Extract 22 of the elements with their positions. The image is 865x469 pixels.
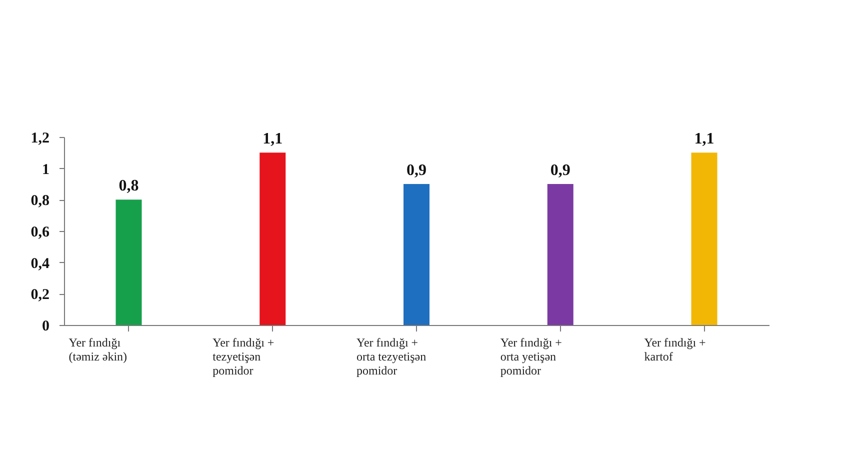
y-tick-label: 0,8	[30, 193, 50, 210]
data-label: 0,8	[118, 178, 139, 195]
x-tick-label: Yer fındığı + kartof	[644, 336, 706, 364]
y-tick-label: 0	[42, 318, 50, 334]
x-tick-label: Yer fındığı (təmiz əkin)	[68, 336, 128, 364]
data-label: 0,9	[550, 162, 570, 179]
bar	[260, 152, 286, 325]
bar	[547, 184, 574, 325]
x-tick-label: Yer fındığı + orta tezyetişən pomidor	[356, 336, 426, 378]
y-tick-label: 1,2	[30, 130, 50, 146]
bar	[691, 152, 718, 325]
bar	[404, 184, 430, 325]
data-label: 1,1	[262, 130, 283, 148]
data-label: 1,1	[694, 130, 714, 148]
x-tick-label: Yer fındığı + tezyetişən pomidor	[212, 336, 274, 378]
y-tick-label: 1	[42, 162, 50, 178]
y-tick-label: 0,2	[30, 287, 50, 304]
y-tick-label: 0,6	[30, 224, 50, 240]
x-tick-label: Yer fındığı + orta yetişən pomidor	[500, 336, 562, 378]
y-tick-label: 0,4	[30, 256, 50, 272]
data-label: 0,9	[406, 162, 426, 179]
bar	[116, 200, 142, 325]
